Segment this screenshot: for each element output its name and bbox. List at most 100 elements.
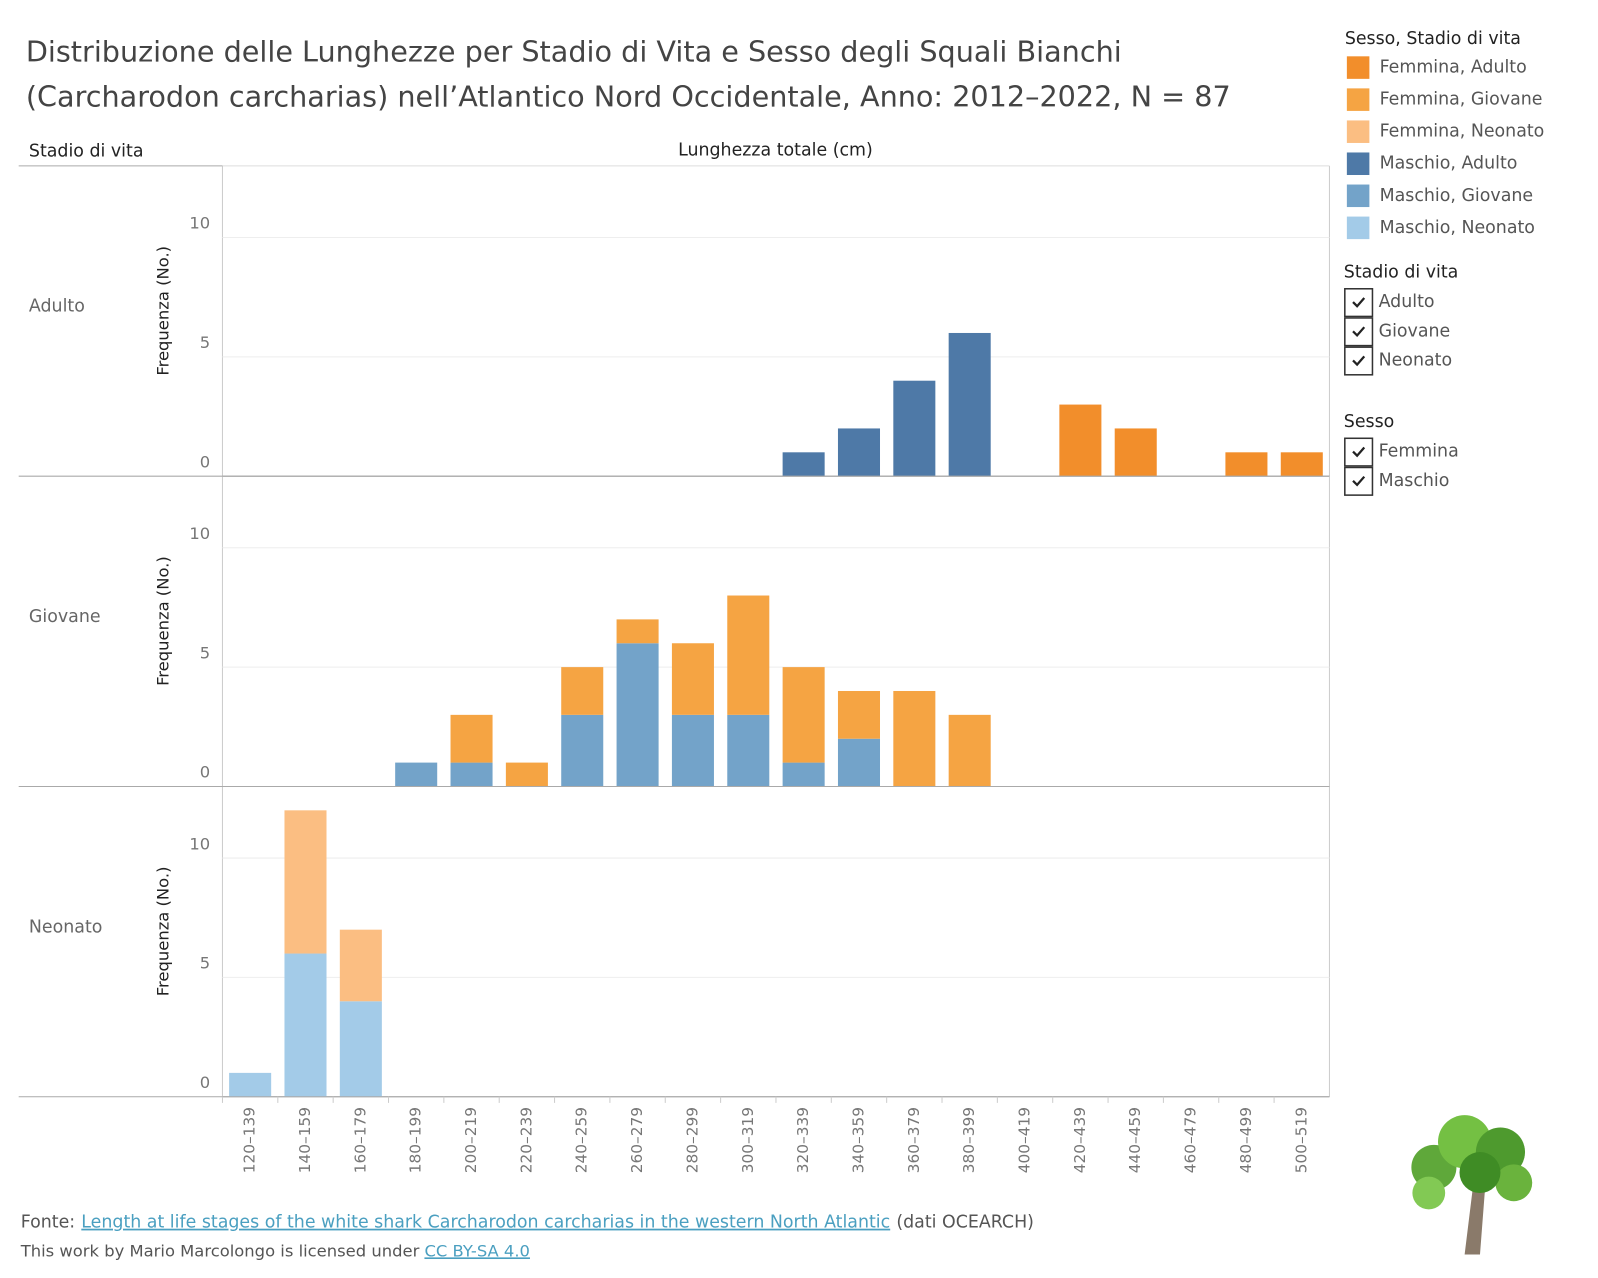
filter-label: Femmina	[1379, 442, 1459, 462]
bar	[837, 428, 881, 477]
checkbox	[1344, 437, 1374, 467]
x-tick-label: 140–159	[296, 1107, 314, 1173]
bar	[284, 953, 327, 1097]
x-tick-label: 120–139	[241, 1107, 259, 1173]
bar	[339, 1001, 382, 1097]
filter-option[interactable]: Neonato	[1344, 346, 1453, 376]
footer-license: This work by Mario Marcolongo is license…	[20, 1241, 530, 1260]
checkbox	[1344, 346, 1374, 376]
y-axis-title: Frequenza (No.)	[154, 246, 173, 376]
checkmark	[1352, 446, 1366, 458]
bar	[671, 714, 714, 787]
x-axis-title: Lunghezza totale (cm)	[678, 141, 873, 161]
footer-text: This work by Mario Marcolongo is license…	[20, 1241, 420, 1260]
legend-swatch	[1346, 88, 1370, 111]
y-axis-title: Frequenza (No.)	[154, 867, 173, 997]
y-tick-label: 0	[200, 1073, 210, 1092]
filter-option[interactable]: Adulto	[1344, 288, 1435, 318]
legend-label: Maschio, Adulto	[1380, 154, 1518, 174]
bar	[561, 714, 604, 787]
footer-link[interactable]: CC BY-SA 4.0	[424, 1241, 530, 1260]
x-tick-label: 160–179	[351, 1107, 369, 1173]
legend-swatch	[1346, 184, 1370, 208]
filter-label: Maschio	[1379, 471, 1450, 491]
bar	[1059, 404, 1102, 477]
x-tick-label: 400–419	[1016, 1107, 1034, 1173]
y-axis-title: Frequenza (No.)	[154, 556, 173, 686]
footer-link[interactable]: Length at life stages of the white shark…	[81, 1213, 890, 1233]
x-tick-label: 340–359	[849, 1107, 867, 1173]
footer-source: Fonte: Length at life stages of the white…	[21, 1213, 1034, 1233]
bar	[837, 690, 881, 739]
bar	[727, 714, 770, 787]
x-tick-label: 440–459	[1126, 1107, 1144, 1173]
x-tick-label: 300–319	[739, 1107, 757, 1173]
filter-option[interactable]: Femmina	[1344, 437, 1459, 467]
bar	[782, 452, 825, 477]
y-tick-label: 0	[200, 763, 210, 782]
filter-option[interactable]: Maschio	[1344, 466, 1450, 496]
checkbox	[1344, 317, 1374, 347]
x-tick-label: 320–339	[794, 1107, 812, 1173]
chart-title: (Carcharodon carcharias) nell’Atlantico …	[26, 79, 1231, 113]
bar	[561, 667, 604, 715]
legend-label: Maschio, Neonato	[1380, 218, 1535, 238]
footer-text: (dati OCEARCH)	[896, 1213, 1034, 1233]
legend-label: Maschio, Giovane	[1380, 186, 1533, 206]
bar	[450, 714, 493, 763]
row-label: Giovane	[29, 607, 101, 627]
footer-text: Fonte:	[21, 1213, 75, 1233]
y-tick-label: 5	[200, 954, 210, 973]
y-tick-label: 10	[189, 834, 210, 853]
bar	[450, 762, 493, 787]
checkmark	[1352, 475, 1366, 487]
bar	[893, 380, 936, 477]
x-tick-label: 460–479	[1182, 1107, 1200, 1173]
x-tick-label: 360–379	[905, 1107, 923, 1173]
filter-label: Giovane	[1379, 321, 1451, 341]
filter-option[interactable]: Giovane	[1344, 317, 1451, 347]
bar	[284, 810, 327, 954]
bar	[727, 595, 770, 715]
bar	[893, 690, 936, 787]
filter-label: Neonato	[1379, 350, 1453, 370]
logo	[1411, 1115, 1533, 1255]
checkmark	[1352, 297, 1366, 308]
y-tick-label: 5	[200, 643, 210, 662]
legend-swatch	[1346, 56, 1370, 79]
bar	[948, 714, 991, 787]
x-tick-label: 180–199	[407, 1107, 425, 1173]
row-header: Stadio di vita	[29, 142, 144, 162]
x-tick-label: 500–519	[1292, 1107, 1310, 1173]
bar	[782, 762, 825, 787]
x-tick-label: 200–219	[462, 1107, 480, 1173]
legend-swatch	[1346, 120, 1370, 143]
bar	[505, 762, 548, 787]
checkmark	[1352, 355, 1366, 367]
y-tick-label: 10	[189, 524, 210, 543]
bar	[782, 667, 825, 763]
filter-label: Adulto	[1379, 292, 1435, 312]
bar	[948, 332, 991, 477]
bar	[229, 1072, 272, 1097]
bar	[671, 643, 714, 715]
y-tick-label: 0	[200, 452, 210, 471]
filter-title: Stadio di vita	[1344, 262, 1459, 282]
bar	[395, 762, 438, 787]
bar	[616, 643, 659, 787]
legend-label: Femmina, Adulto	[1380, 58, 1527, 78]
x-tick-label: 480–499	[1237, 1107, 1255, 1173]
bar	[837, 738, 881, 787]
chart-title: Distribuzione delle Lunghezze per Stadio…	[26, 34, 1122, 68]
filter-title: Sesso	[1344, 412, 1395, 432]
legend-swatch	[1346, 152, 1370, 176]
bar	[339, 929, 382, 1002]
legend-title: Sesso, Stadio di vita	[1345, 29, 1521, 49]
row-label: Neonato	[29, 917, 103, 937]
bar	[1114, 428, 1157, 477]
checkmark	[1352, 326, 1366, 338]
x-tick-label: 260–279	[628, 1107, 646, 1173]
bar	[1280, 452, 1323, 477]
checkbox	[1344, 466, 1374, 496]
